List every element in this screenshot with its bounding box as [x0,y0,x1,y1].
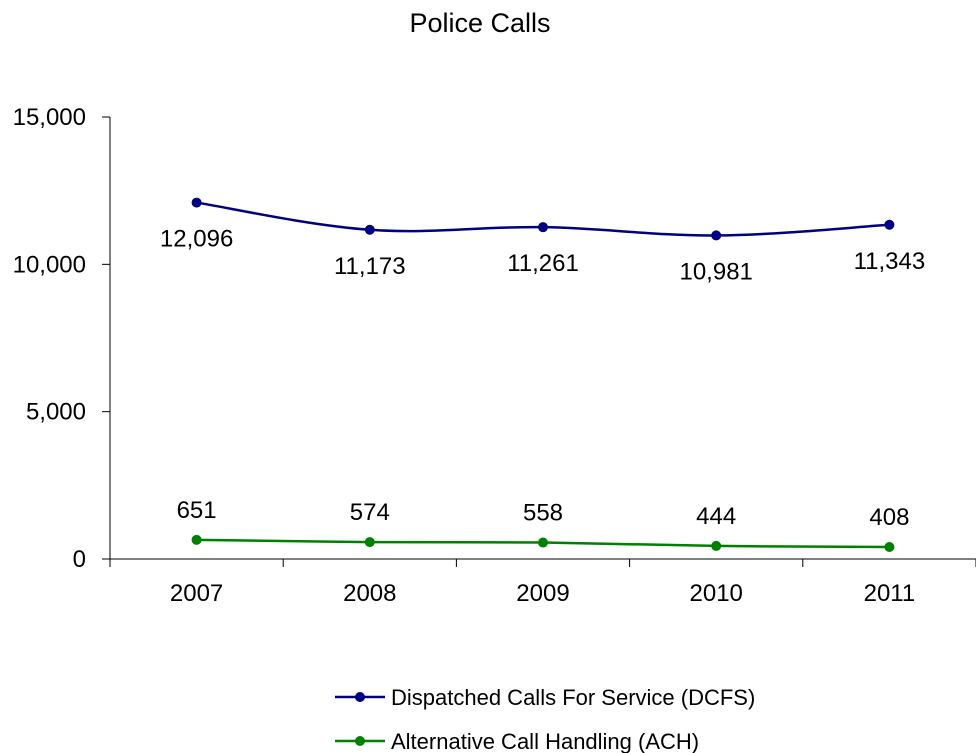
data-label: 11,343 [854,248,926,275]
x-tick-label: 2007 [170,580,223,607]
legend-label: Dispatched Calls For Service (DCFS) [391,685,755,710]
chart-title: Police Calls [409,8,551,38]
data-point [191,197,202,208]
data-label: 444 [696,503,736,530]
data-point [538,537,548,548]
y-tick-label: 0 [73,546,86,573]
y-tick-label: 10,000 [13,251,86,278]
data-label: 12,096 [160,226,233,253]
legend-marker [355,736,365,746]
data-point [884,541,895,552]
data-point [364,537,375,548]
x-tick-label: 2009 [516,580,569,607]
legend-marker [355,692,365,702]
y-tick-label: 5,000 [26,399,86,426]
data-label: 574 [350,499,390,526]
data-point [191,534,202,545]
data-label: 11,261 [507,250,579,277]
data-point [711,230,722,241]
data-label: 10,981 [679,258,752,285]
chart-legend: Dispatched Calls For Service (DCFS) Alter… [335,685,755,753]
data-point [884,219,895,230]
x-tick-label: 2011 [864,580,916,607]
y-tick-label: 15,000 [13,104,86,131]
x-tick-label: 2010 [690,580,743,607]
data-point [364,224,375,235]
legend-label: Alternative Call Handling (ACH) [391,729,699,753]
data-label: 408 [869,504,909,531]
data-label: 11,173 [334,253,406,280]
data-point [711,540,722,551]
chart-ticks: 0 5,000 10,000 15,000 2007 2008 2009 2010 2011 [13,104,976,607]
data-label: 558 [523,500,563,527]
x-tick-label: 2008 [343,580,396,607]
data-point [538,222,548,233]
data-label: 651 [177,497,217,524]
chart-data-labels: 12,096 11,173 11,261 10,981 11,343 651 574 558 4… [160,226,925,531]
chart-axes [109,117,976,560]
chart-series [191,197,895,552]
